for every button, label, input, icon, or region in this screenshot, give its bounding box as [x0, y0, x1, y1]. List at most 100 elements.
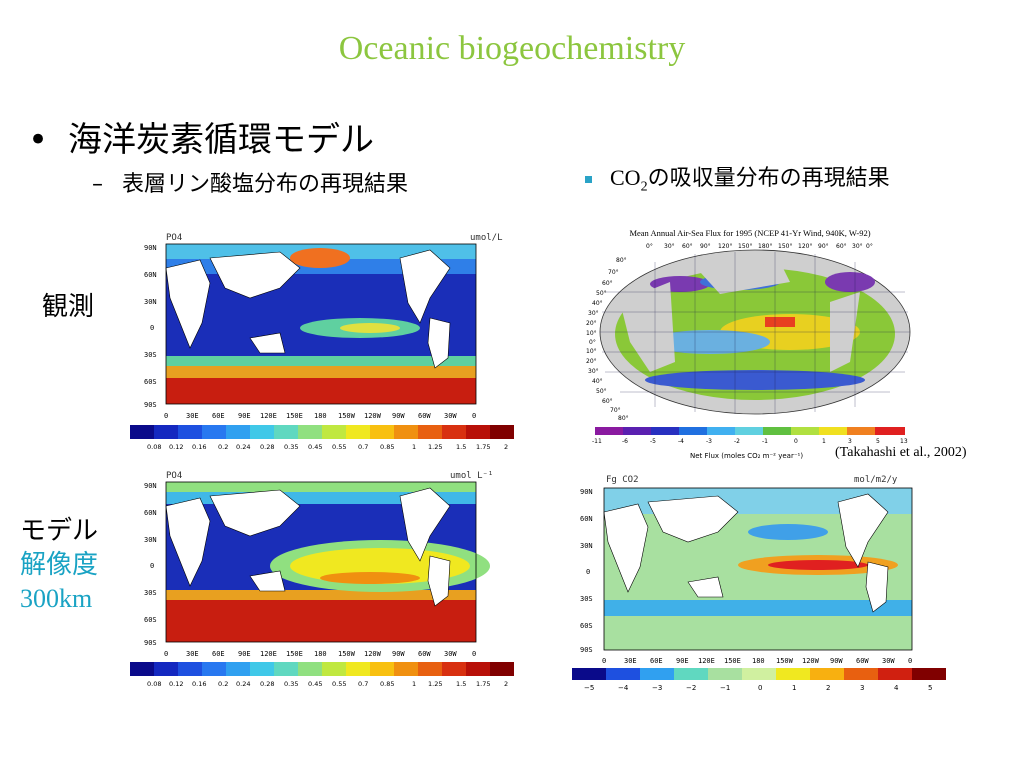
flux-colorbar-labels: -11 -6 -5 -4 -3 -2 -1 0 1 3 5 13	[592, 438, 908, 445]
lon-tick: 150E	[286, 412, 303, 420]
colorbar-label: 0.08	[147, 680, 161, 688]
lon-tick: 180°	[758, 243, 772, 250]
colorbar-label: 1.25	[428, 680, 442, 688]
lon-tick: 60E	[650, 657, 663, 665]
lon-tick: 30W	[444, 412, 457, 420]
lat-tick: 0	[150, 324, 154, 332]
colorbar-label: 4	[894, 684, 899, 692]
colorbar-label: 0.55	[332, 680, 346, 688]
lat-tick: 0	[586, 568, 590, 576]
lat-tick: 90S	[144, 639, 157, 647]
lon-tick: 60°	[682, 243, 693, 250]
lon-tick: 90W	[392, 650, 405, 658]
square-bullet-icon	[585, 175, 592, 183]
colorbar-label: 0.35	[284, 680, 298, 688]
colorbar-swatches	[130, 662, 514, 676]
lon-tick: 180	[314, 412, 327, 420]
colorbar-label: 1.25	[428, 443, 442, 451]
colorbar-labels: 0.08 0.12 0.16 0.2 0.24 0.28 0.35 0.45 0…	[147, 443, 508, 451]
lat-tick: 60N	[144, 271, 157, 279]
colorbar-label: 0.7	[358, 443, 368, 451]
lat-tick: 40°	[592, 300, 603, 307]
lat-tick: 90N	[144, 244, 157, 252]
colorbar-label: −1	[720, 684, 730, 692]
lon-tick: 90°	[700, 243, 711, 250]
flux-axis-label: Net Flux (moles CO₂ m⁻² year⁻¹)	[690, 452, 803, 460]
sub-bullet-text: 表層リン酸塩分布の再現結果	[122, 172, 409, 197]
flux-map-title: Mean Annual Air-Sea Flux for 1995 (NCEP …	[629, 228, 870, 238]
lon-tick: 120E	[260, 412, 277, 420]
lon-tick: 150W	[338, 412, 356, 420]
colorbar-label: 1	[792, 684, 796, 692]
lat-tick: 90N	[144, 482, 157, 490]
lat-tick: 50°	[596, 290, 607, 297]
lat-tick: 30N	[144, 298, 157, 306]
colorbar-label: 5	[876, 438, 880, 445]
lat-tick: 50°	[596, 388, 607, 395]
map-unit-label: mol/m2/y	[854, 475, 898, 485]
lon-tick: 30°	[852, 243, 863, 250]
lat-tick: 10°	[586, 348, 597, 355]
lon-tick: 120W	[802, 657, 820, 665]
colorbar-label: 0.45	[308, 443, 322, 451]
bullet-marker: •	[28, 120, 49, 160]
lat-ticks: 90N 60N 30N 0 30S 60S 90S	[144, 482, 157, 647]
colorbar-label: 3	[860, 684, 864, 692]
row-label-resolution: 解像度	[20, 550, 99, 580]
flux-colorbar	[595, 427, 905, 435]
co2-prefix: CO	[610, 165, 641, 190]
sub-bullet: – 表層リン酸塩分布の再現結果	[92, 166, 408, 198]
po4-observed-colorbar: 0.08 0.12 0.16 0.2 0.24 0.28 0.35 0.45 0…	[130, 425, 514, 451]
colorbar-label: -5	[650, 438, 656, 445]
lon-tick: 0	[472, 650, 476, 658]
po4-model-map: PO4 umol L⁻¹ 90N 60N 30N 0 30S 60S 90S 0…	[130, 466, 515, 666]
map-var-label: Fg CO2	[606, 475, 639, 485]
lon-tick: 60W	[418, 412, 431, 420]
lon-tick: 0	[908, 657, 912, 665]
lon-tick: 150E	[286, 650, 303, 658]
lat-tick: 80°	[616, 257, 627, 264]
colorbar-label: 0	[794, 438, 798, 445]
co2-flux-model-map: Fg CO2 mol/m2/y 90N 60N 30N 0 30S 60S 90…	[568, 470, 958, 695]
lon-tick: 120W	[364, 650, 382, 658]
sub-bullet-marker: –	[92, 172, 103, 197]
colorbar-swatches	[130, 425, 514, 439]
lat-tick: 70°	[610, 407, 621, 414]
lon-tick: 0	[164, 412, 168, 420]
lon-tick: 150W	[776, 657, 794, 665]
lon-ticks: 0 30E 60E 90E 120E 150E 180 150W 120W 90…	[164, 650, 476, 658]
po4-observed-map: PO4 umol/L 90N 60N 30N 0 30S 60S 90S 0 3…	[130, 228, 515, 443]
lon-tick: 90W	[830, 657, 843, 665]
lat-tick: 40°	[592, 378, 603, 385]
lat-tick: 60S	[580, 622, 593, 630]
lon-tick: 0	[602, 657, 606, 665]
row-label-model: モデル 解像度 300km	[20, 514, 98, 616]
colorbar-label: 0.24	[236, 680, 250, 688]
colorbar-label: −2	[686, 684, 696, 692]
colorbar-label: -2	[734, 438, 740, 445]
slide-title: Oceanic biogeochemistry	[338, 30, 686, 67]
lon-tick: 120E	[698, 657, 715, 665]
lon-tick: 90E	[238, 412, 251, 420]
lon-tick: 30W	[444, 650, 457, 658]
colorbar-label: -4	[678, 438, 684, 445]
lon-tick: 180	[752, 657, 765, 665]
lon-tick: 90E	[238, 650, 251, 658]
colorbar-label: −4	[618, 684, 629, 692]
lat-ticks: 90N 60N 30N 0 30S 60S 90S	[144, 244, 157, 409]
colorbar-label: 0.24	[236, 443, 250, 451]
lat-tick: 30N	[144, 536, 157, 544]
colorbar-label: −5	[584, 684, 594, 692]
colorbar-label: -11	[592, 438, 602, 445]
lon-tick: 0°	[866, 243, 873, 250]
lon-ticks: 0 30E 60E 90E 120E 150E 180 150W 120W 90…	[164, 412, 476, 420]
colorbar-labels: −5 −4 −3 −2 −1 0 1 2 3 4 5	[584, 684, 932, 692]
lon-tick: 90W	[392, 412, 405, 420]
colorbar-label: 2	[826, 684, 830, 692]
lat-tick: 60S	[144, 616, 157, 624]
flux-lat-ticks: 80° 70° 60° 50° 40° 30° 20° 10° 0° 10° 2…	[586, 257, 629, 422]
lon-tick: 150E	[724, 657, 741, 665]
po4-model-colorbar: 0.08 0.12 0.16 0.2 0.24 0.28 0.35 0.45 0…	[130, 662, 514, 688]
row-label-resolution-value: 300km	[20, 584, 93, 613]
co2-flux-observed-map: Mean Annual Air-Sea Flux for 1995 (NCEP …	[586, 228, 911, 460]
